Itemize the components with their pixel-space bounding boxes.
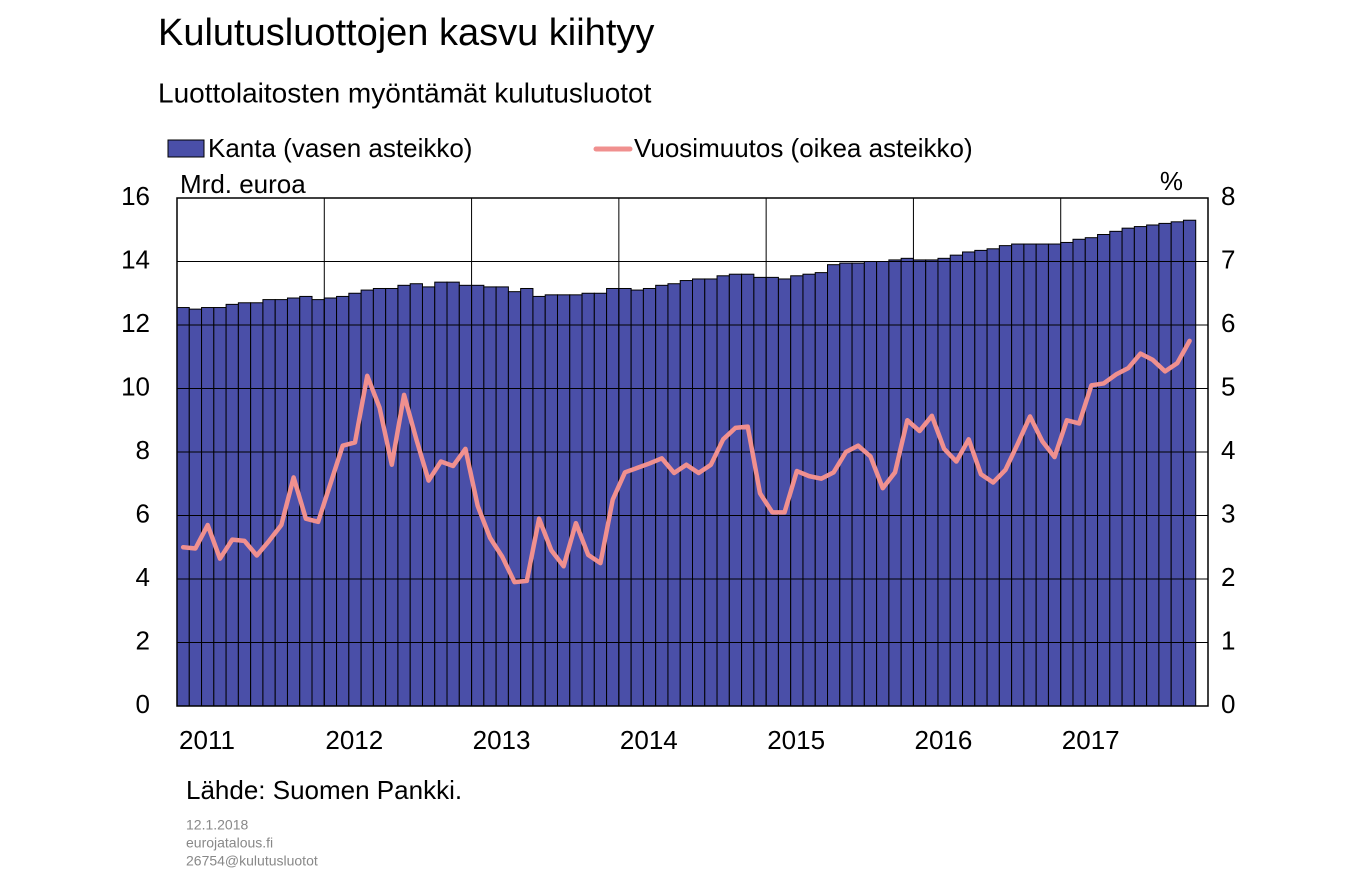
y-tick-label: 2	[136, 625, 150, 655]
y-tick-label: 10	[121, 371, 150, 401]
bar	[1060, 241, 1074, 707]
bar	[741, 273, 755, 707]
note: eurojatalous.fi	[186, 835, 273, 851]
bar	[250, 302, 264, 707]
bar	[630, 289, 644, 707]
bar	[704, 278, 718, 707]
bar	[360, 289, 374, 707]
bar	[851, 262, 865, 707]
y2-tick-label: 1	[1221, 625, 1235, 655]
bar	[716, 275, 730, 707]
bar	[520, 287, 534, 707]
bar	[544, 294, 558, 707]
bar	[495, 286, 509, 707]
bar	[802, 273, 816, 707]
y2-tick-label: 4	[1221, 435, 1235, 465]
y2-tick-label: 8	[1221, 181, 1235, 211]
bar	[237, 302, 252, 707]
note: 12.1.2018	[186, 817, 248, 833]
bar	[728, 273, 743, 707]
x-tick-label: 2017	[1062, 725, 1120, 755]
x-tick-label: 2013	[473, 725, 531, 755]
y-unit: Mrd. euroa	[180, 169, 306, 199]
x-tick-label: 2012	[325, 725, 383, 755]
bar	[188, 308, 203, 707]
bar	[1084, 237, 1099, 707]
y-tick-label: 8	[136, 435, 150, 465]
y2-tick-label: 6	[1221, 308, 1235, 338]
bar	[385, 287, 399, 707]
bar	[225, 303, 239, 707]
y-tick-label: 6	[136, 498, 150, 528]
source: Lähde: Suomen Pankki.	[186, 775, 462, 805]
bar	[1011, 243, 1025, 707]
bar	[863, 261, 878, 707]
bar	[949, 254, 964, 707]
bar	[1133, 226, 1148, 707]
y2-tick-label: 3	[1221, 498, 1235, 528]
y2-unit: %	[1160, 166, 1183, 196]
bar	[421, 286, 436, 707]
bar	[532, 295, 546, 707]
bar	[483, 286, 497, 707]
bar	[618, 287, 632, 707]
y-tick-label: 4	[136, 562, 150, 592]
x-tick-label: 2011	[179, 725, 235, 755]
bar	[765, 276, 779, 707]
x-tick-label: 2015	[767, 725, 825, 755]
y-tick-label: 0	[136, 689, 150, 719]
bar	[581, 292, 595, 707]
bar	[1035, 243, 1049, 707]
y-tick-label: 14	[121, 244, 150, 274]
bar	[1109, 230, 1123, 707]
bar	[1146, 224, 1160, 707]
bar	[1182, 219, 1197, 707]
bar	[888, 259, 902, 707]
y2-tick-label: 2	[1221, 562, 1235, 592]
bar	[1121, 227, 1135, 707]
y2-tick-label: 7	[1221, 244, 1235, 274]
bar	[1158, 222, 1172, 707]
bar	[925, 259, 939, 707]
bar	[262, 299, 276, 707]
bar	[839, 262, 853, 707]
bar	[213, 307, 227, 707]
bar	[348, 292, 362, 707]
legend-label: Vuosimuutos (oikea asteikko)	[634, 133, 973, 163]
bar	[336, 295, 350, 707]
bar	[1170, 221, 1184, 707]
note: 26754@kulutusluotot	[186, 853, 318, 869]
bar	[1047, 243, 1062, 707]
y2-tick-label: 0	[1221, 689, 1235, 719]
bar	[1097, 234, 1111, 707]
legend-swatch	[167, 139, 205, 158]
bar	[593, 292, 608, 707]
bar	[372, 287, 387, 707]
chart-subtitle: Luottolaitosten myöntämät kulutusluotot	[158, 77, 652, 108]
x-tick-label: 2016	[915, 725, 973, 755]
chart-title: Kulutusluottojen kasvu kiihtyy	[158, 12, 654, 54]
bar	[569, 294, 583, 707]
plot-frame	[176, 197, 1209, 707]
bar	[962, 251, 976, 707]
bar	[827, 264, 841, 707]
bar	[692, 278, 706, 707]
y-tick-label: 12	[121, 308, 150, 338]
bar	[507, 291, 522, 707]
bar	[642, 287, 657, 707]
line	[180, 338, 1192, 585]
bar	[1072, 238, 1086, 707]
bar	[556, 294, 571, 707]
y-tick-label: 16	[121, 181, 150, 211]
x-tick-label: 2014	[620, 725, 678, 755]
bar	[1023, 243, 1037, 707]
legend-label: Kanta (vasen asteikko)	[208, 133, 472, 163]
bar	[176, 307, 190, 707]
bar	[201, 307, 215, 707]
y2-tick-label: 5	[1221, 371, 1235, 401]
bar	[912, 259, 927, 707]
bar	[814, 272, 829, 707]
